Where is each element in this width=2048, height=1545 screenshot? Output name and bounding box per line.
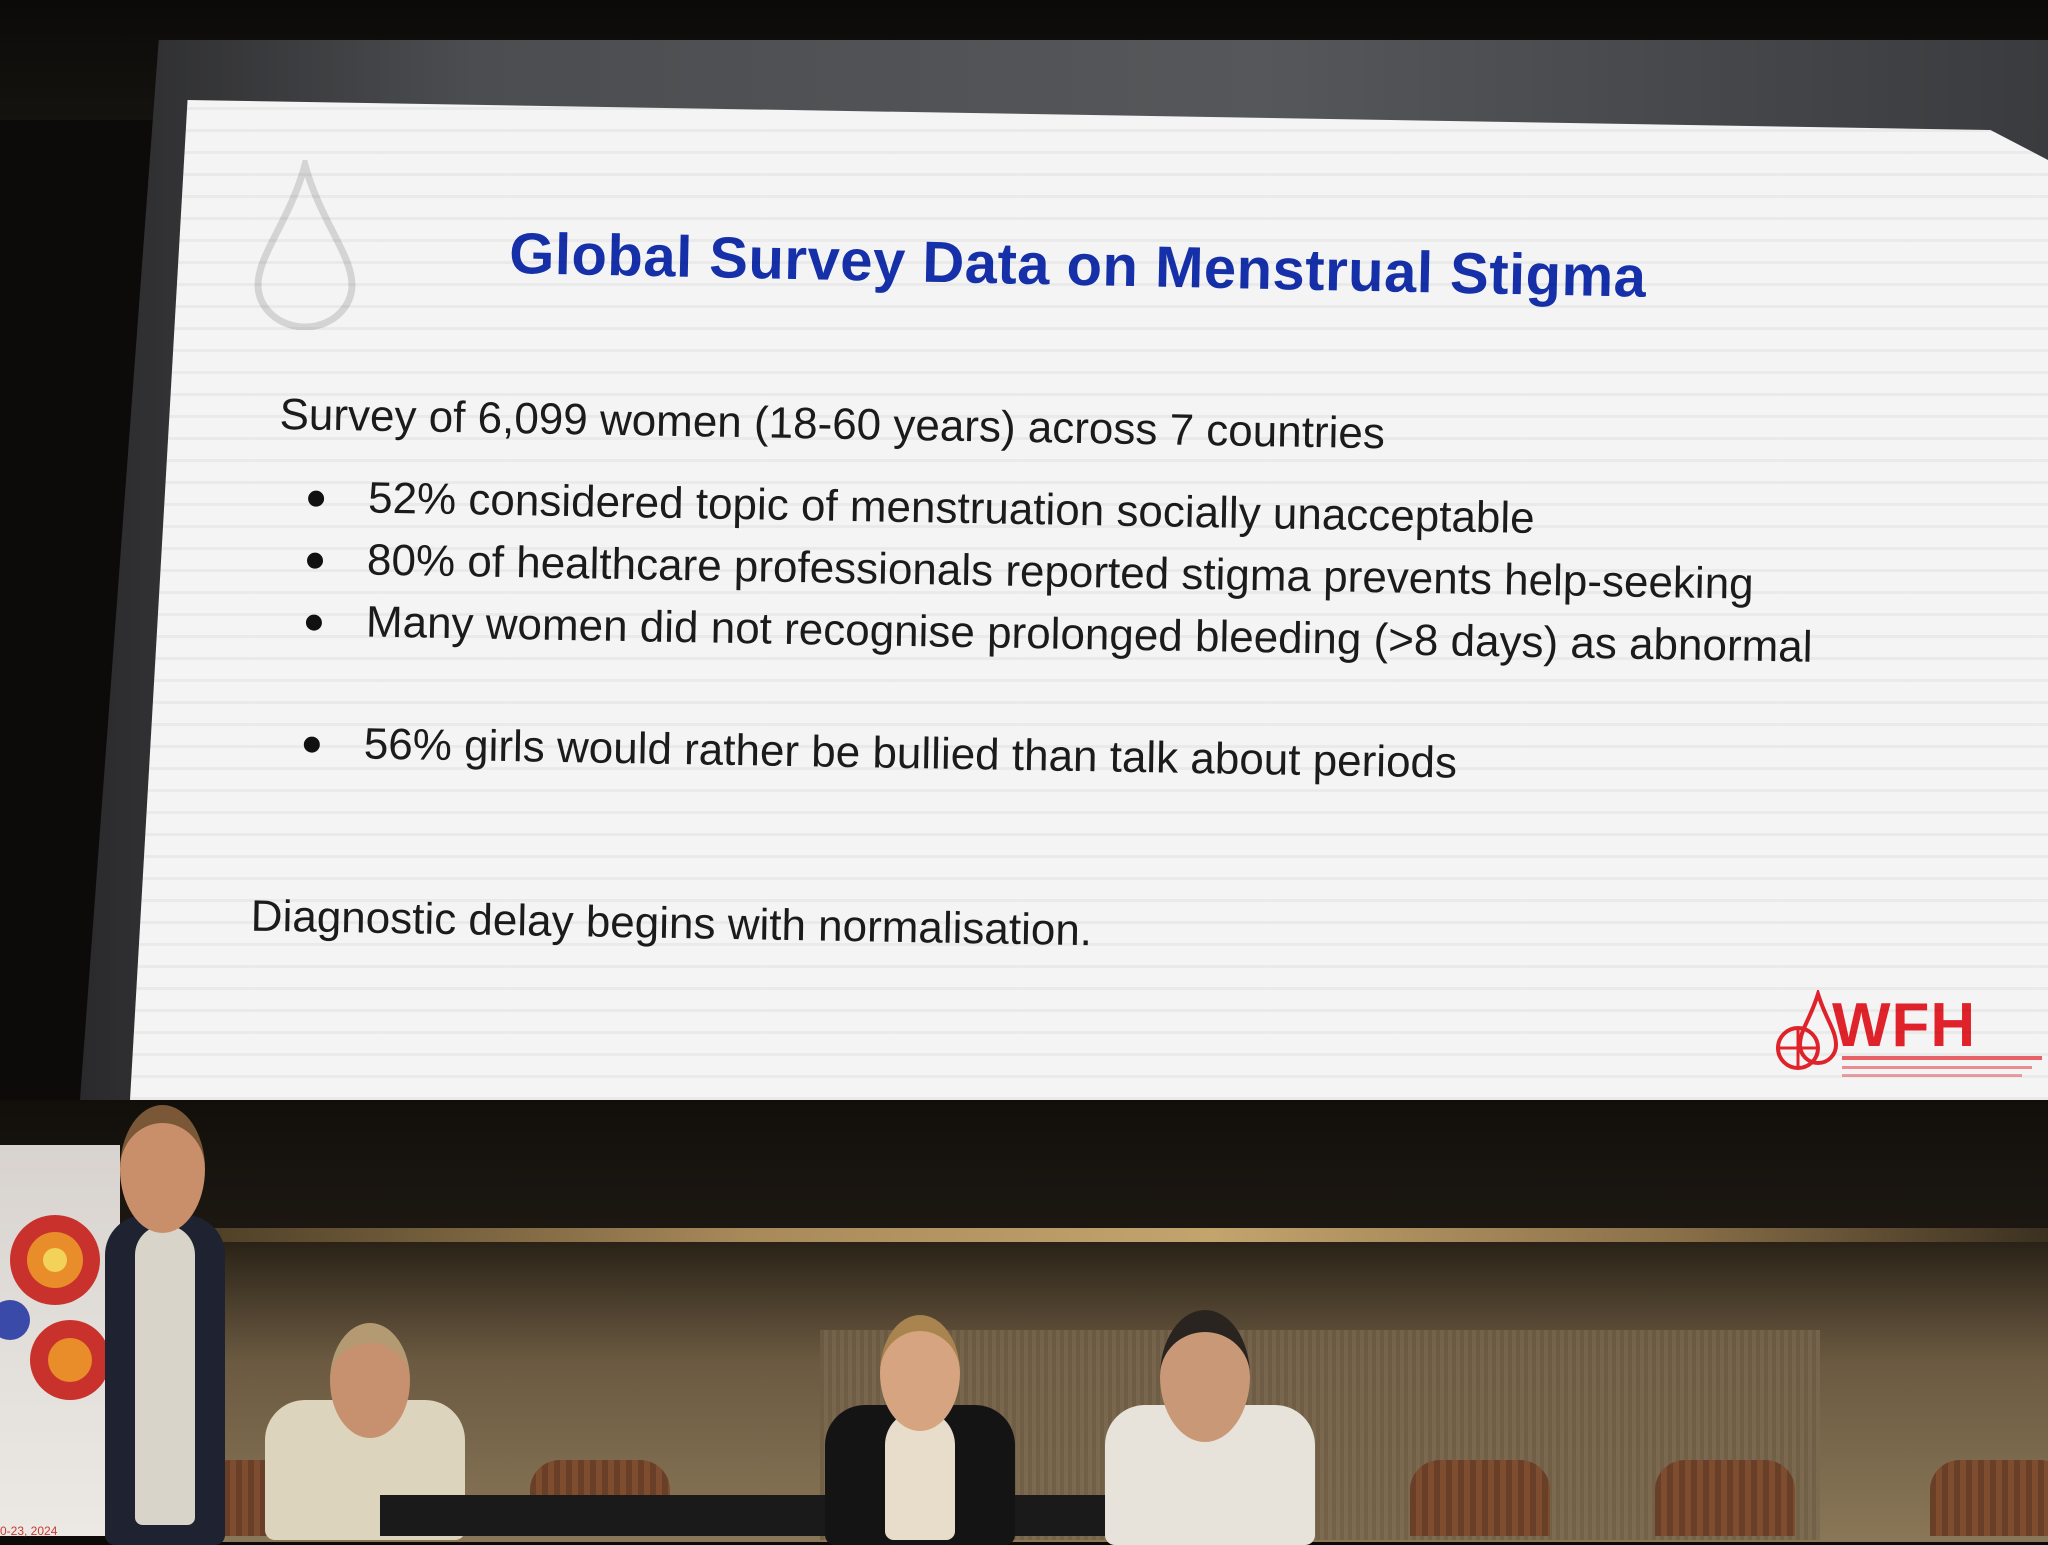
banner-date: 0-23, 2024 (0, 1524, 58, 1538)
slide-body: Survey of 6,099 women (18-60 years) acro… (250, 390, 1999, 972)
chair (1410, 1460, 1550, 1536)
panelist-head (1160, 1310, 1250, 1442)
speaker (90, 1095, 270, 1545)
logo-tagline-line (1842, 1066, 2032, 1069)
drop-outline-icon (254, 160, 356, 330)
wfh-logo: WFH (1770, 990, 2042, 1080)
logo-tagline-line (1842, 1074, 2022, 1077)
slide-conclusion: Diagnostic delay begins with normalisati… (250, 891, 1093, 956)
flower-pattern-icon (0, 1215, 110, 1400)
wfh-logo-text: WFH (1832, 991, 1977, 1060)
panelist (825, 1305, 1015, 1545)
panelist-head (330, 1323, 410, 1438)
speaker-shirt (135, 1225, 195, 1525)
survey-intro: Survey of 6,099 women (18-60 years) acro… (279, 390, 1386, 459)
panel-desk (380, 1495, 1130, 1536)
speaker-head (120, 1105, 205, 1233)
logo-tagline-line (1842, 1056, 2042, 1060)
chair (1655, 1460, 1795, 1536)
bullet-list: 52% considered topic of menstruation soc… (273, 466, 1998, 804)
slide-title: Global Survey Data on Menstrual Stigma (508, 220, 1648, 310)
chair (1930, 1460, 2048, 1536)
stage-wall (0, 1100, 2048, 1240)
panelist-head (880, 1315, 960, 1431)
panelist (1100, 1305, 1320, 1545)
stage-light-strip (190, 1228, 2048, 1242)
globe-drop-icon (1776, 990, 1839, 1070)
panelist-blouse (885, 1410, 955, 1540)
presentation-slide: Global Survey Data on Menstrual Stigma S… (130, 100, 2048, 1100)
bullet-item: 56% girls would rather be bullied than t… (273, 712, 1994, 804)
